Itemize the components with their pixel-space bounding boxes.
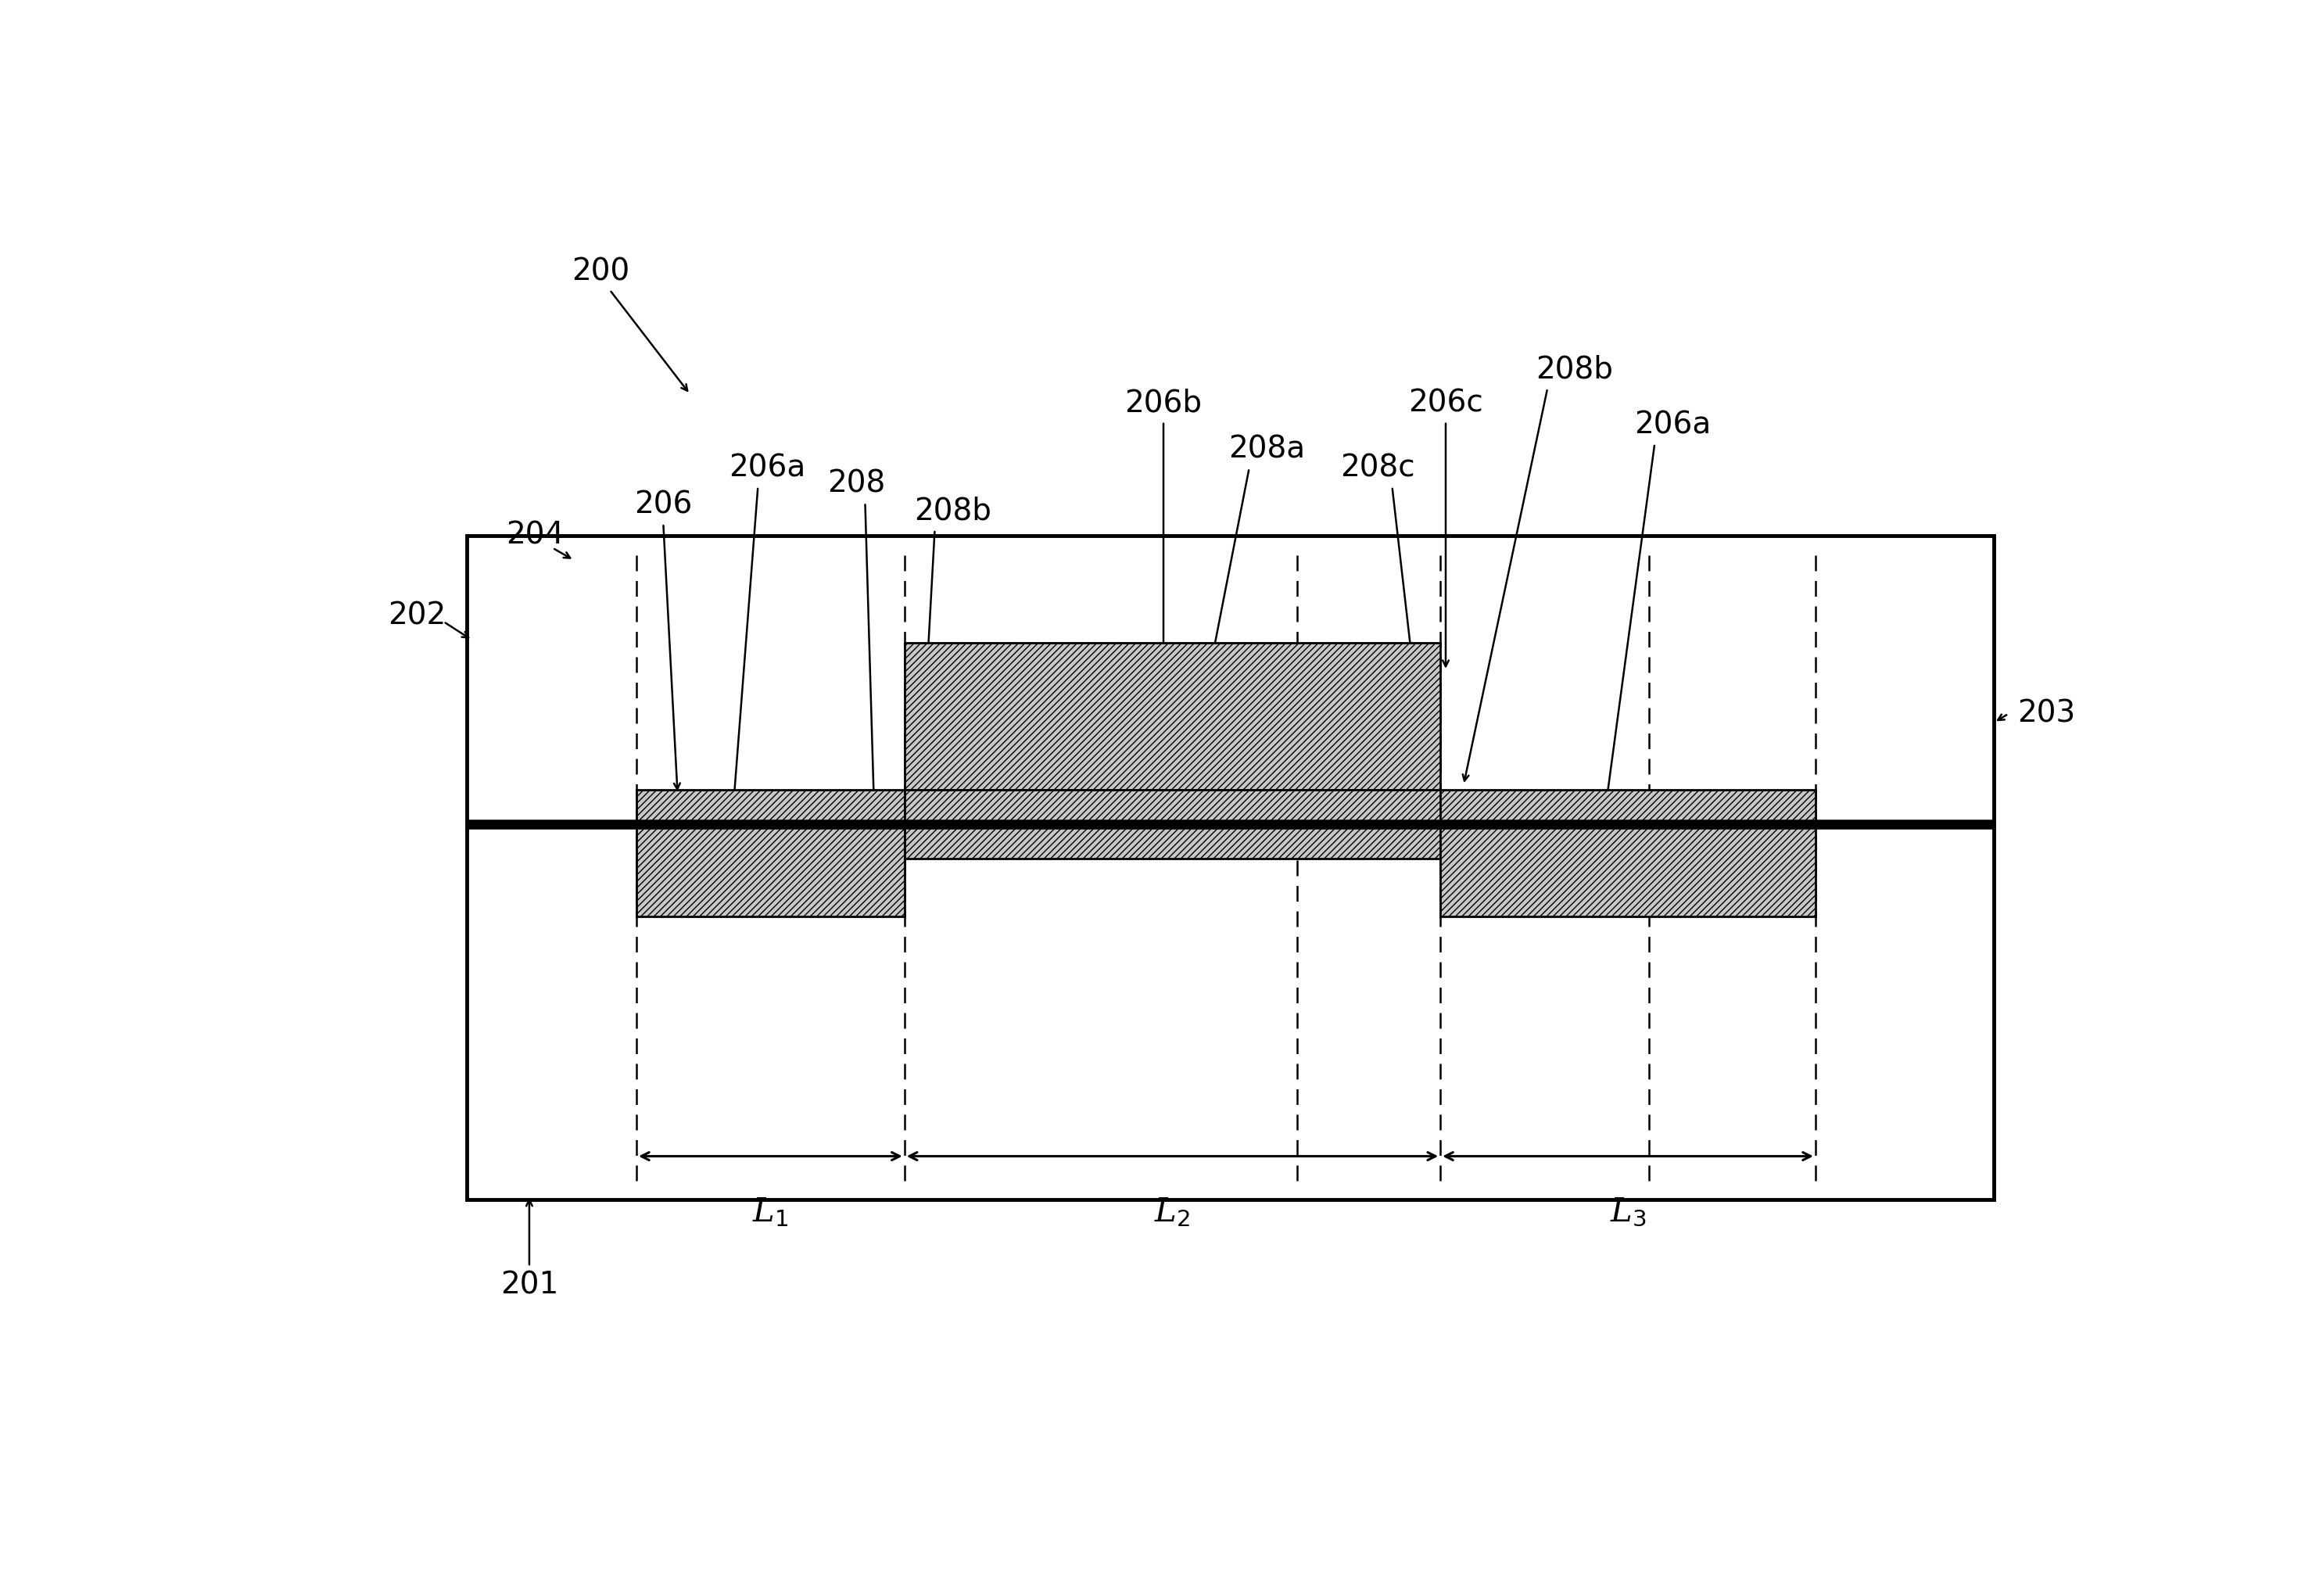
Bar — [904, 790, 1441, 825]
Text: 208c: 208c — [1342, 453, 1415, 484]
Bar — [1441, 825, 1816, 916]
Text: L$_1$: L$_1$ — [751, 1195, 788, 1229]
Bar — [636, 790, 904, 825]
Text: 208b: 208b — [1535, 354, 1614, 385]
Text: 203: 203 — [2017, 699, 2075, 729]
Text: L$_2$: L$_2$ — [1155, 1195, 1189, 1229]
Text: 206a: 206a — [1634, 410, 1710, 440]
Text: 206: 206 — [634, 490, 692, 520]
Bar — [904, 825, 1441, 859]
Text: 208b: 208b — [915, 496, 991, 527]
Text: 200: 200 — [572, 257, 629, 286]
Text: L$_3$: L$_3$ — [1609, 1195, 1646, 1229]
Text: 201: 201 — [500, 1270, 558, 1301]
Text: 206a: 206a — [728, 453, 804, 484]
Bar — [466, 536, 1994, 1199]
Text: 206c: 206c — [1408, 388, 1482, 418]
Bar — [1441, 790, 1816, 825]
Bar — [636, 825, 904, 916]
Text: 204: 204 — [505, 520, 565, 551]
Text: 206b: 206b — [1125, 388, 1203, 418]
Text: 202: 202 — [387, 600, 445, 630]
Bar — [904, 643, 1441, 790]
Text: 208a: 208a — [1229, 434, 1305, 464]
Text: 208: 208 — [827, 469, 885, 500]
